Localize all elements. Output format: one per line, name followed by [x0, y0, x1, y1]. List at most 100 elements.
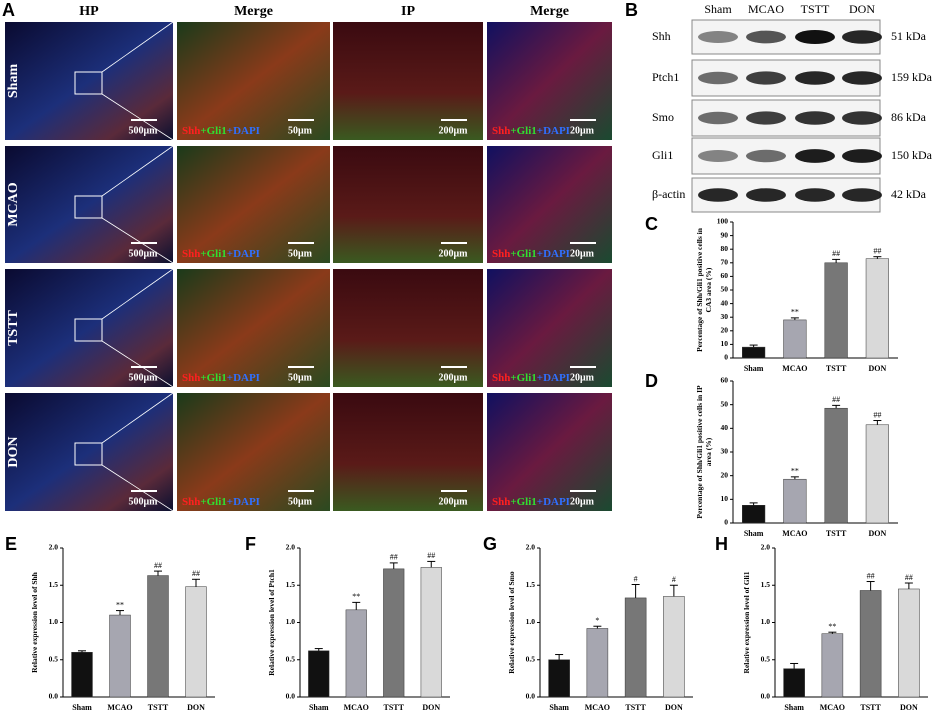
micrograph	[177, 269, 330, 387]
y-tick-label: 10	[721, 494, 729, 503]
y-axis-title-text: Percentage of Shh/Gli1 positive cells in…	[695, 228, 713, 352]
micrograph	[333, 269, 483, 387]
y-axis-title-box: Relative expression level of Shh	[30, 572, 39, 673]
protein-name: Smo	[652, 110, 674, 124]
y-tick-label: 1.5	[761, 580, 771, 589]
y-tick-label: 2.0	[49, 543, 59, 552]
protein-size: 86 kDa	[891, 110, 927, 124]
scale-bar-label: 200μm	[439, 496, 469, 507]
blot-band	[698, 71, 738, 85]
y-axis-title-box: Percentage of Shh/Gli1 positive cells in…	[695, 228, 713, 352]
micrograph	[177, 22, 330, 140]
stain-part: +DAPI	[227, 248, 260, 260]
zoom-box	[74, 318, 103, 342]
x-tick-label: Sham	[72, 703, 92, 712]
y-tick-label: 0.0	[286, 692, 296, 701]
significance-mark: ##	[427, 551, 435, 560]
blot-band	[698, 188, 738, 202]
micrograph	[333, 22, 483, 140]
bar	[586, 628, 609, 698]
stain-part: +Gli1	[200, 496, 226, 508]
y-tick-label: 30	[721, 312, 729, 321]
micrograph	[177, 393, 330, 511]
zoom-line	[101, 392, 174, 444]
panel-label: G	[483, 534, 497, 554]
bar	[742, 505, 766, 524]
y-tick-label: 0.5	[761, 654, 771, 663]
bar	[147, 575, 169, 698]
zoom-line	[101, 268, 174, 320]
significance-mark: **	[828, 622, 836, 631]
y-axis-title-box: Percentage of Shh/Gli1 positive cells in…	[695, 385, 713, 518]
column-header: Merge	[234, 4, 273, 19]
panel-label: B	[625, 0, 638, 20]
micrograph	[333, 146, 483, 263]
panel-label: H	[715, 534, 728, 554]
y-tick-label: 1.0	[761, 617, 771, 626]
x-tick-label: TSTT	[826, 364, 847, 373]
x-tick-label: MCAO	[782, 364, 807, 373]
y-tick-label: 90	[721, 230, 729, 239]
protein-name: β-actin	[652, 187, 685, 201]
y-tick-label: 2.0	[526, 543, 536, 552]
stain-label: Shh+Gli1+DAPI	[492, 372, 570, 384]
y-tick-label: 0.0	[761, 692, 771, 701]
stain-part: Shh	[492, 496, 510, 508]
bar	[742, 346, 766, 359]
stain-label: Shh+Gli1+DAPI	[492, 496, 570, 508]
stain-part: +Gli1	[510, 372, 536, 384]
stain-part: +DAPI	[537, 372, 570, 384]
x-tick-label: TSTT	[148, 703, 169, 712]
blot-band	[795, 149, 835, 163]
significance-mark: ##	[873, 247, 881, 256]
blot-band	[842, 188, 882, 202]
bar	[824, 407, 848, 524]
stain-label: Shh+Gli1+DAPI	[182, 372, 260, 384]
blot-band	[795, 71, 835, 85]
y-tick-label: 1.5	[49, 580, 59, 589]
zoom-line	[101, 93, 174, 141]
bar	[859, 590, 882, 698]
scale-bar-label: 500μm	[129, 372, 159, 383]
x-tick-label: MCAO	[820, 703, 845, 712]
significance-mark: **	[352, 592, 360, 601]
significance-mark: ##	[832, 249, 840, 258]
y-tick-label: 20	[721, 470, 729, 479]
row-label: TSTT	[6, 309, 21, 345]
column-header: HP	[79, 4, 99, 19]
zoom-box	[74, 195, 103, 219]
y-tick-label: 0.5	[286, 654, 296, 663]
x-tick-label: TSTT	[384, 703, 405, 712]
bar	[824, 262, 848, 359]
significance-mark: ##	[905, 573, 913, 582]
bar	[185, 586, 207, 698]
y-tick-label: 2.0	[286, 543, 296, 552]
y-tick-label: 50	[721, 285, 729, 294]
bar	[783, 319, 807, 359]
zoom-line	[101, 145, 174, 197]
scale-bar-label: 200μm	[439, 248, 469, 259]
stain-part: +Gli1	[510, 125, 536, 137]
y-axis-title: Relative expression level of Smo	[507, 571, 516, 673]
blot-band	[795, 111, 835, 125]
panel-label: A	[2, 0, 15, 20]
y-tick-label: 1.0	[286, 617, 296, 626]
bar	[345, 609, 367, 698]
y-axis-title-text: Relative expression level of Ptch1	[266, 569, 276, 676]
blot-band	[842, 149, 882, 163]
scale-bar-label: 20μm	[570, 125, 595, 136]
y-axis-title: Relative expression level of Ptch1	[266, 569, 276, 676]
bar	[548, 659, 570, 698]
y-tick-label: 1.0	[526, 617, 536, 626]
y-axis-title: Relative expression level of Gli1	[742, 572, 751, 674]
y-tick-label: 20	[721, 326, 729, 335]
y-tick-label: 0.0	[49, 692, 59, 701]
panel-label: D	[645, 371, 658, 391]
blot-band	[698, 31, 738, 43]
stain-label: Shh+Gli1+DAPI	[182, 125, 260, 137]
bar	[109, 614, 131, 698]
blot-band	[842, 30, 882, 44]
y-axis-title-box: Relative expression level of Smo	[507, 571, 516, 673]
protein-size: 42 kDa	[891, 187, 927, 201]
